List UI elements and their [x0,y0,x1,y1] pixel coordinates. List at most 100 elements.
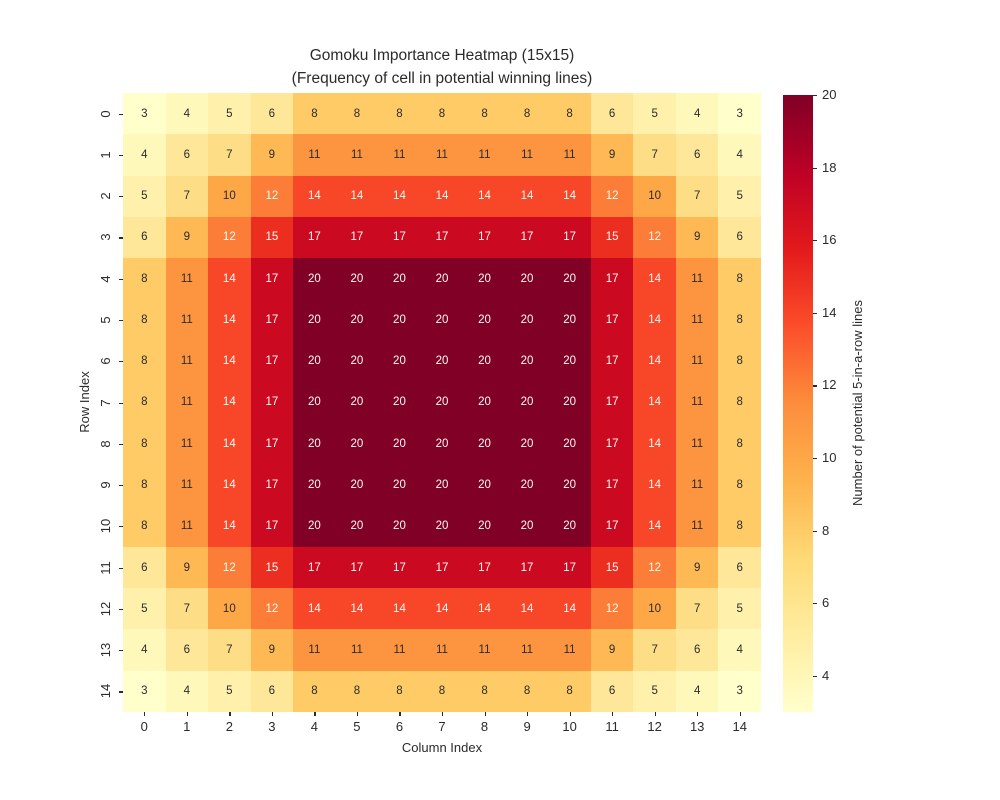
heatmap-cell: 8 [718,258,761,300]
heatmap-cell: 11 [548,134,591,176]
heatmap-cell: 11 [675,340,719,382]
heatmap-cell: 5 [633,93,676,135]
heatmap-cell: 11 [505,629,549,671]
heatmap-cell: 17 [378,546,421,589]
heatmap-cell: 17 [250,340,294,382]
heatmap-cell: 11 [165,464,209,506]
heatmap-cell: 6 [590,93,634,135]
heatmap-cell: 6 [123,546,166,589]
colorbar-ticks: 4 6 8 10 12 14 16 18 20 [813,87,863,712]
heatmap-cell: 8 [463,670,506,712]
x-tick-mark [356,712,359,716]
heatmap-cell: 20 [548,505,591,547]
y-tick-mark [119,113,123,115]
colorbar-tick-mark [813,603,817,605]
colorbar-tick-mark [813,167,817,169]
heatmap-cell: 6 [590,670,634,712]
y-tick-label: 14 [98,684,113,699]
heatmap-cell: 9 [675,546,719,589]
heatmap-cell: 8 [293,93,336,135]
heatmap-cell: 8 [718,505,761,547]
heatmap-cell: 7 [165,588,209,630]
heatmap-cell: 20 [335,340,379,382]
colorbar [783,95,813,712]
heatmap-cell: 17 [250,423,294,465]
heatmap-grid: 3 4 5 6 8 8 8 8 8 8 8 6 5 4 3 4 6 7 9 11 11 11 11 11 11 11 9 7 6 4 5 7 1… [123,93,761,712]
colorbar-tick-label: 6 [822,595,830,611]
heatmap-cell: 20 [548,340,591,382]
heatmap-cell: 8 [718,423,761,465]
colorbar-tick-mark [813,530,817,532]
heatmap-cell: 15 [250,546,294,589]
heatmap-cell: 20 [378,299,421,341]
heatmap-cell: 17 [590,299,634,341]
x-tick-mark [271,712,274,716]
heatmap-cell: 8 [123,340,166,382]
heatmap-cell: 8 [335,93,379,135]
x-tick-mark [442,712,444,716]
x-tick-mark [697,712,699,716]
heatmap-cell: 11 [165,381,209,424]
y-tick-label: 7 [98,398,113,407]
heatmap-cell: 17 [335,546,379,589]
x-tick-mark [612,712,614,716]
heatmap-cell: 20 [463,423,506,465]
heatmap-cell: 6 [250,93,294,135]
heatmap-cell: 17 [293,546,336,589]
heatmap-cell: 5 [208,670,251,712]
heatmap-cell: 12 [633,216,676,259]
heatmap-cell: 7 [165,175,209,217]
x-tick-label: 6 [395,719,404,734]
heatmap-cell: 14 [208,258,251,300]
heatmap-cell: 17 [548,546,591,589]
y-tick-label: 5 [98,316,113,324]
heatmap-cell: 20 [505,423,549,465]
y-tick-label: 3 [98,233,113,242]
y-tick-label: 13 [98,642,113,658]
heatmap-cell: 17 [548,216,591,259]
heatmap-cell: 8 [718,464,761,506]
heatmap-cell: 15 [250,216,294,259]
heatmap-cell: 17 [420,546,464,589]
heatmap-cell: 8 [123,423,166,465]
x-tick-mark [654,712,656,716]
heatmap-cell: 6 [250,670,294,712]
heatmap-cell: 9 [250,629,294,671]
heatmap-cell: 11 [165,340,209,382]
heatmap-cell: 11 [378,629,421,671]
heatmap-cell: 7 [208,134,251,176]
heatmap-cell: 14 [378,175,421,217]
heatmap-cell: 8 [505,93,549,135]
x-tick-label: 5 [353,719,361,734]
y-tick-label: 11 [98,560,113,575]
colorbar-tick-mark [813,675,817,677]
x-tick-label: 0 [140,719,148,734]
heatmap-cell: 11 [420,134,464,176]
chart-title-line2: (Frequency of cell in potential winning … [291,70,593,87]
heatmap-cell: 20 [505,381,549,424]
heatmap-cell: 11 [335,629,379,671]
heatmap-cell: 11 [675,258,719,300]
heatmap-cell: 12 [250,175,294,217]
heatmap-cell: 12 [250,588,294,630]
heatmap-cell: 7 [675,588,719,630]
heatmap-cell: 8 [548,93,591,135]
heatmap-cell: 17 [463,216,506,259]
heatmap-cell: 11 [165,299,209,341]
heatmap-cell: 20 [505,505,549,547]
heatmap-cell: 11 [293,629,336,671]
heatmap-cell: 8 [293,670,336,712]
heatmap-cell: 17 [250,258,294,300]
x-tick-mark [144,712,146,716]
heatmap-cell: 20 [548,381,591,424]
heatmap-cell: 17 [378,216,421,259]
x-tick-label: 2 [225,719,233,734]
heatmap-cell: 20 [463,381,506,424]
heatmap-cell: 8 [123,505,166,547]
heatmap-cell: 20 [335,381,379,424]
x-tick-label: 3 [268,719,276,734]
heatmap-cell: 14 [633,464,676,506]
heatmap-cell: 12 [208,216,251,259]
heatmap-cell: 20 [420,505,464,547]
heatmap-cell: 20 [548,258,591,300]
